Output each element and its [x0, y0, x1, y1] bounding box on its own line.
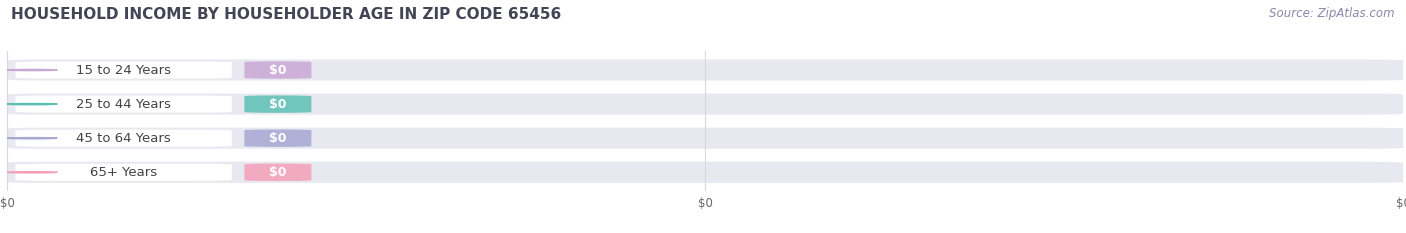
Text: 15 to 24 Years: 15 to 24 Years: [76, 64, 172, 76]
FancyBboxPatch shape: [245, 61, 311, 79]
FancyBboxPatch shape: [15, 164, 232, 181]
Text: $0: $0: [269, 132, 287, 145]
Circle shape: [7, 172, 58, 173]
Text: $0: $0: [269, 98, 287, 111]
Circle shape: [7, 103, 58, 105]
FancyBboxPatch shape: [245, 164, 311, 181]
Text: $0: $0: [269, 166, 287, 179]
FancyBboxPatch shape: [7, 59, 1403, 81]
FancyBboxPatch shape: [7, 128, 1403, 149]
FancyBboxPatch shape: [15, 62, 232, 79]
Text: 45 to 64 Years: 45 to 64 Years: [76, 132, 172, 145]
Text: 25 to 44 Years: 25 to 44 Years: [76, 98, 172, 111]
FancyBboxPatch shape: [7, 93, 1403, 115]
Text: $0: $0: [269, 64, 287, 76]
FancyBboxPatch shape: [15, 96, 232, 113]
Text: Source: ZipAtlas.com: Source: ZipAtlas.com: [1270, 7, 1395, 20]
FancyBboxPatch shape: [245, 96, 311, 113]
Circle shape: [7, 138, 58, 139]
FancyBboxPatch shape: [7, 162, 1403, 183]
FancyBboxPatch shape: [15, 130, 232, 147]
FancyBboxPatch shape: [245, 130, 311, 147]
Text: 65+ Years: 65+ Years: [90, 166, 157, 179]
Circle shape: [7, 69, 58, 71]
Text: HOUSEHOLD INCOME BY HOUSEHOLDER AGE IN ZIP CODE 65456: HOUSEHOLD INCOME BY HOUSEHOLDER AGE IN Z…: [11, 7, 561, 22]
